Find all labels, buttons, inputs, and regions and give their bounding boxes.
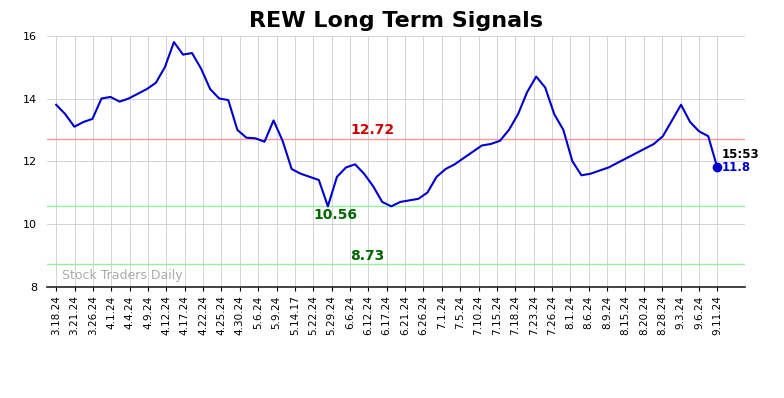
- Text: 10.56: 10.56: [314, 209, 358, 222]
- Title: REW Long Term Signals: REW Long Term Signals: [249, 12, 543, 31]
- Text: 12.72: 12.72: [350, 123, 394, 137]
- Text: Stock Traders Daily: Stock Traders Daily: [62, 269, 183, 282]
- Text: 11.8: 11.8: [722, 161, 751, 174]
- Text: 8.73: 8.73: [350, 249, 384, 263]
- Text: 15:53: 15:53: [722, 148, 760, 161]
